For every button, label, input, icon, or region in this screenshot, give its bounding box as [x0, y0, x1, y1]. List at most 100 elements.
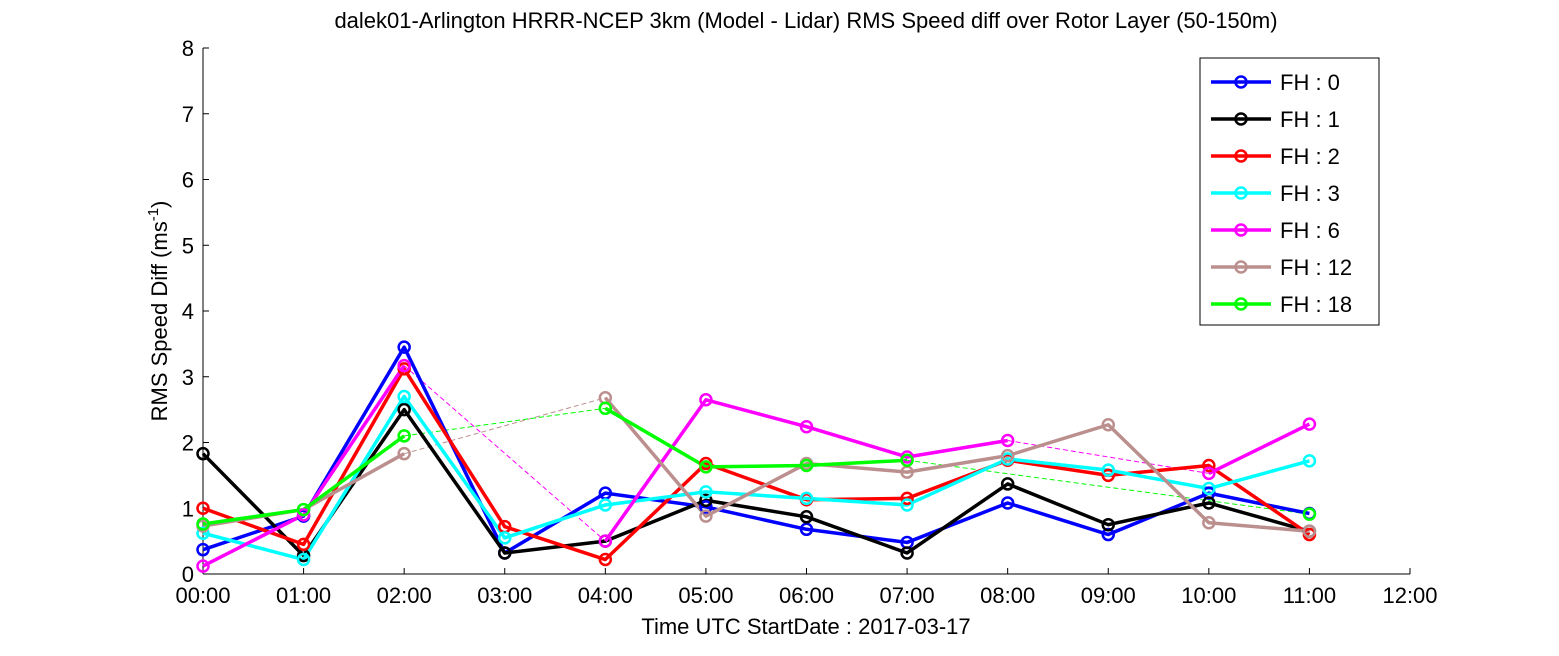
- series-fh-2-point: [296, 537, 311, 552]
- series-fh-12-point: [699, 509, 713, 523]
- y-tick-label: 2: [182, 431, 194, 456]
- series-fh-3-point: [699, 485, 713, 499]
- series-fh-6-line: [1208, 422, 1311, 475]
- series-fh-12-point: [1302, 524, 1317, 539]
- series-fh-12-point: [397, 446, 411, 461]
- x-tick-label: 12:00: [1382, 583, 1437, 608]
- series-fh-6-point: [799, 419, 814, 434]
- series-fh-1-point: [1000, 477, 1015, 491]
- series-fh-6-point: [598, 534, 613, 548]
- series-fh-2-point: [598, 552, 613, 567]
- series-fh-0-line: [202, 345, 1310, 555]
- y-tick-label: 0: [182, 562, 194, 587]
- y-tick-label: 4: [182, 299, 194, 324]
- y-tick-label: 3: [182, 365, 194, 390]
- y-axis-label-main: RMS Speed Diff (ms: [147, 221, 172, 421]
- x-tick-label: 03:00: [477, 583, 532, 608]
- series-fh-3-point: [397, 389, 411, 404]
- series-fh-1-point: [196, 446, 210, 461]
- legend-label: FH : 12: [1280, 255, 1352, 280]
- series-fh-0-point: [397, 340, 411, 354]
- series-fh-0-point: [196, 542, 210, 557]
- x-tick-label: 09:00: [1081, 583, 1136, 608]
- y-axis-label: RMS Speed Diff (ms-1): [145, 201, 172, 422]
- series-fh-1-point: [1101, 517, 1115, 532]
- legend-label: FH : 6: [1280, 218, 1340, 243]
- series-fh-1-point: [498, 546, 512, 560]
- legend-label: FH : 0: [1280, 70, 1340, 95]
- series-fh-18-line: [604, 406, 908, 469]
- series-fh-2-point: [196, 501, 210, 515]
- y-tick-label: 8: [182, 36, 194, 61]
- series-fh-1-point: [699, 493, 713, 508]
- series-fh-2-point: [1202, 458, 1216, 473]
- x-tick-label: 06:00: [779, 583, 834, 608]
- legend-swatch-marker: [1234, 297, 1248, 311]
- y-tick-label: 7: [182, 102, 194, 127]
- series-fh-12-line: [603, 396, 1310, 534]
- series-fh-3-line: [202, 394, 1310, 562]
- series-fh-6-point: [196, 559, 210, 573]
- x-tick-label: 02:00: [377, 583, 432, 608]
- legend-swatch-marker: [1234, 112, 1248, 126]
- x-tick-label: 11:00: [1283, 583, 1336, 608]
- series-fh-0-point: [799, 522, 814, 537]
- y-axis-label-close: ): [147, 201, 172, 208]
- series-fh-1-point: [900, 546, 914, 560]
- legend-label: FH : 3: [1280, 181, 1340, 206]
- y-ticks: 0 1 2 3 4 5 6 7 8: [182, 36, 209, 587]
- series-fh-18-point: [296, 502, 311, 517]
- series-fh-18-gap-line: [907, 459, 1310, 515]
- series-fh-12-point: [1101, 417, 1115, 432]
- series-fh-2-point: [900, 491, 914, 506]
- x-tick-label: 07:00: [880, 583, 935, 608]
- legend-swatch-marker: [1234, 149, 1248, 163]
- series-markers: [196, 340, 1317, 573]
- x-tick-label: 01:00: [276, 583, 331, 608]
- series-fh-6-point: [296, 508, 311, 522]
- series-fh-6-gap-line: [403, 365, 606, 542]
- series-fh-3-point: [799, 491, 814, 506]
- y-axis-label-superscript: -1: [145, 208, 162, 221]
- x-ticks: 00:00 01:00 02:00 03:00 04:00 05:00 06:00 07:00…: [175, 568, 1438, 608]
- series-fh-2-point: [1101, 468, 1115, 483]
- y-tick-label: 5: [182, 233, 194, 258]
- series-fh-6-point: [1202, 466, 1216, 481]
- series-fh-18-point: [598, 401, 613, 416]
- x-axis-label: Time UTC StartDate : 2017-03-17: [641, 614, 970, 639]
- legend-swatch-marker: [1234, 75, 1248, 89]
- legend-swatch-marker: [1234, 223, 1248, 237]
- series-fh-3-point: [900, 498, 914, 512]
- series-fh-18-point: [799, 458, 814, 473]
- legend-swatch-marker: [1234, 186, 1248, 200]
- legend-swatch-marker: [1234, 260, 1248, 274]
- legend-label: FH : 2: [1280, 144, 1340, 169]
- x-tick-label: 04:00: [578, 583, 633, 608]
- legend-label: FH : 1: [1280, 107, 1340, 132]
- y-tick-label: 6: [182, 168, 194, 193]
- x-tick-label: 00:00: [175, 583, 230, 608]
- series-fh-18-point: [900, 453, 914, 468]
- chart-title: dalek01-Arlington HRRR-NCEP 3km (Model -…: [334, 8, 1277, 33]
- series-fh-3-point: [1302, 454, 1317, 468]
- series-fh-3-point: [1101, 463, 1115, 477]
- series-fh-3-point: [196, 526, 210, 540]
- series-fh-6-point: [699, 393, 713, 407]
- legend: FH : 0 FH : 1 FH : 2 FH : 3 FH : 6 FH : 12 FH …: [1199, 57, 1380, 326]
- series-fh-18-gap-line: [404, 407, 606, 437]
- series-fh-12-point: [1202, 515, 1216, 530]
- series-fh-3-point: [498, 531, 512, 545]
- series-fh-6-point: [397, 358, 411, 373]
- series-fh-0-point: [699, 500, 713, 514]
- series-fh-1-line: [201, 407, 1310, 558]
- series-fh-6-point: [1302, 417, 1317, 431]
- series-fh-6-point: [1000, 433, 1015, 448]
- y-tick-label: 1: [182, 496, 194, 521]
- series-fh-18-point: [699, 460, 713, 474]
- series-fh-0-point: [1000, 496, 1015, 510]
- series-fh-1-point: [397, 402, 411, 417]
- series-fh-3-point: [598, 498, 613, 512]
- series-fh-18-point: [196, 517, 210, 531]
- series-fh-3-point: [1202, 481, 1216, 496]
